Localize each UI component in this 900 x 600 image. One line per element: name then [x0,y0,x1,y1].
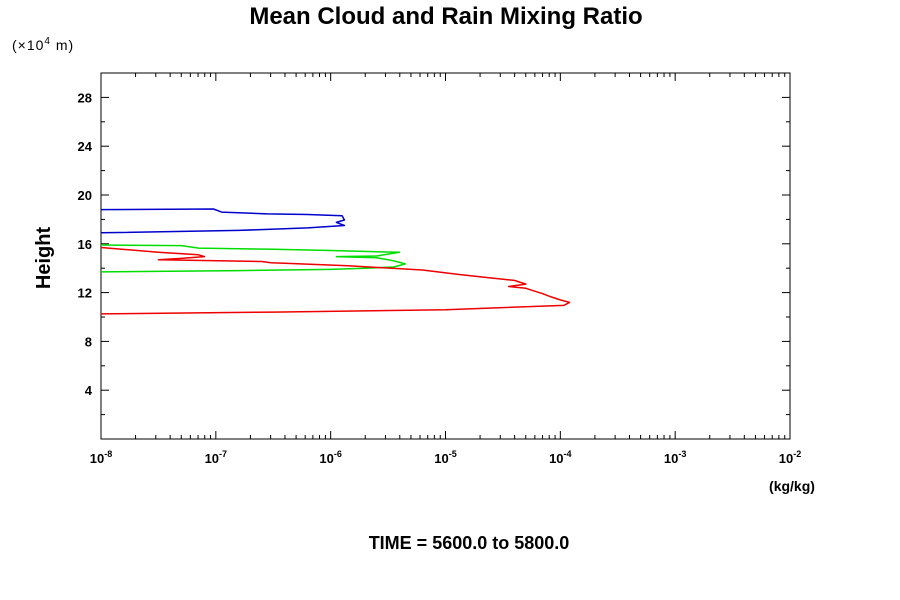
x-tick-label: 10-2 [779,449,801,466]
series-line-red [100,246,571,315]
y-tick-label: 20 [78,188,92,203]
time-label: TIME = 5600.0 to 5800.0 [369,533,570,553]
x-axis-labels: 10-8 10-7 10-6 10-5 10-4 10-3 10-2 [90,449,801,466]
x-tick-label: 10-8 [90,449,112,466]
y-axis-ticks [101,96,790,416]
y-tick-label: 4 [85,383,93,398]
y-tick-label: 12 [78,286,92,301]
series-line-green [100,244,407,273]
series-line-blue [100,208,346,234]
y-tick-label: 24 [78,139,93,154]
x-axis-ticks [100,73,791,439]
series-group [100,208,571,315]
y-tick-label: 16 [78,237,92,252]
y-tick-label: 28 [78,90,92,105]
y-axis-label: Height [33,227,55,290]
x-tick-label: 10-4 [549,449,571,466]
x-tick-label: 10-3 [664,449,686,466]
x-axis-unit: (kg/kg) [769,478,815,494]
chart-title: Mean Cloud and Rain Mixing Ratio [249,3,642,30]
y-axis-labels: 4 8 12 16 20 24 28 [78,90,93,398]
y-tick-label: 8 [85,334,92,349]
y-scale-note: (×104 m) [12,36,74,53]
x-tick-label: 10-6 [319,449,341,466]
x-tick-label: 10-5 [434,449,456,466]
x-tick-label: 10-7 [205,449,227,466]
